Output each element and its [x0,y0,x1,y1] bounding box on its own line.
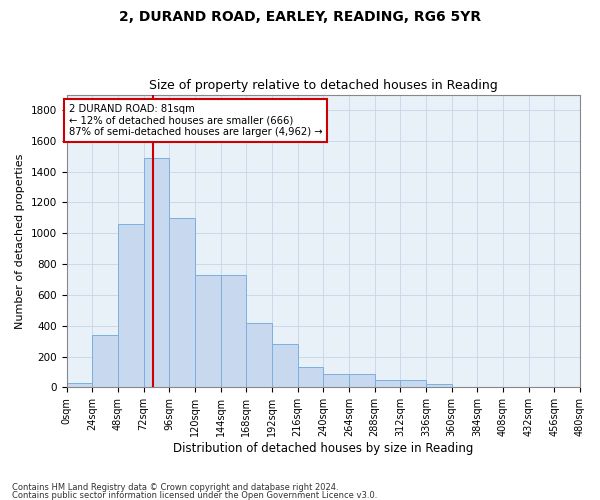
X-axis label: Distribution of detached houses by size in Reading: Distribution of detached houses by size … [173,442,473,455]
Bar [92,335,118,388]
Title: Size of property relative to detached houses in Reading: Size of property relative to detached ho… [149,79,497,92]
Bar [143,158,169,388]
Text: 2, DURAND ROAD, EARLEY, READING, RG6 5YR: 2, DURAND ROAD, EARLEY, READING, RG6 5YR [119,10,481,24]
Bar [426,384,452,388]
Bar [323,374,349,388]
Text: 2 DURAND ROAD: 81sqm
← 12% of detached houses are smaller (666)
87% of semi-deta: 2 DURAND ROAD: 81sqm ← 12% of detached h… [68,104,322,137]
Bar [400,380,426,388]
Text: Contains HM Land Registry data © Crown copyright and database right 2024.: Contains HM Land Registry data © Crown c… [12,484,338,492]
Bar [118,224,143,388]
Bar [374,380,400,388]
Bar [349,374,374,388]
Bar [272,344,298,388]
Bar [298,368,323,388]
Bar [195,275,221,388]
Y-axis label: Number of detached properties: Number of detached properties [15,154,25,328]
Bar [246,322,272,388]
Text: Contains public sector information licensed under the Open Government Licence v3: Contains public sector information licen… [12,490,377,500]
Bar [169,218,195,388]
Bar [67,383,92,388]
Bar [221,275,246,388]
